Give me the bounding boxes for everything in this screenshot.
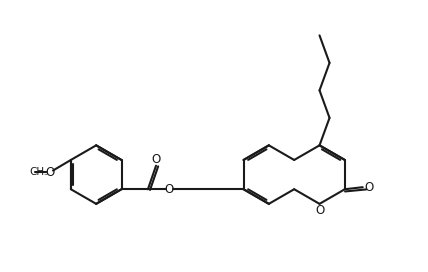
Text: O: O (152, 153, 160, 166)
Text: CH₃: CH₃ (30, 167, 49, 177)
Text: O: O (164, 183, 174, 196)
Text: O: O (45, 166, 54, 179)
Text: O: O (364, 181, 374, 194)
Text: O: O (315, 204, 324, 217)
